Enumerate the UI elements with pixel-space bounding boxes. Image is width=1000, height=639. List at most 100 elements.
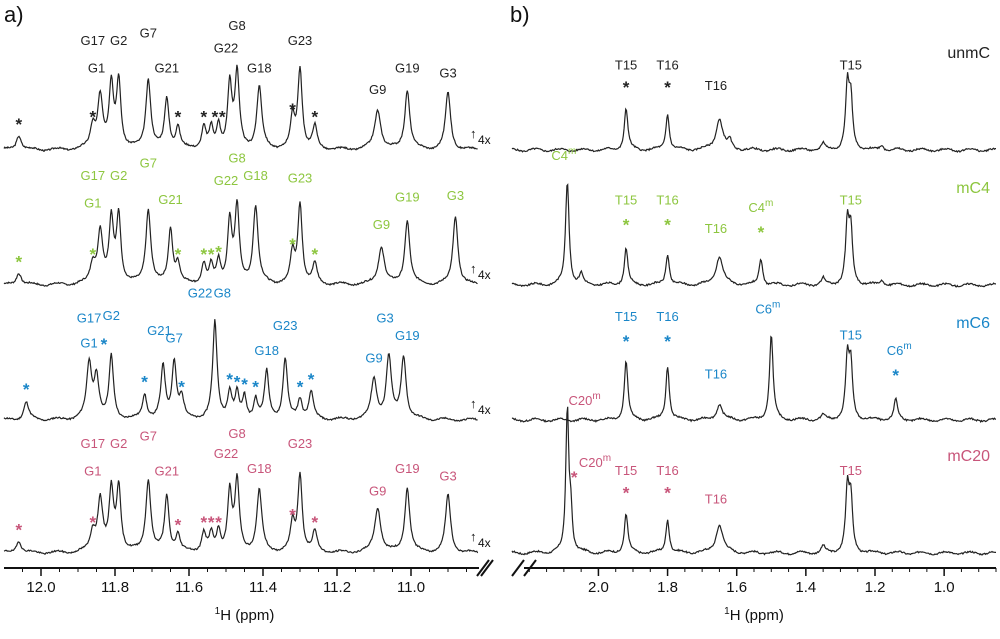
peak-label-sup: m <box>765 198 773 209</box>
peak-label: G7 <box>166 331 183 346</box>
star-marker: * <box>15 253 22 272</box>
star-marker: * <box>208 245 215 264</box>
star-marker: * <box>297 378 304 397</box>
star-marker: * <box>623 215 630 234</box>
axis-break-mark <box>480 559 494 577</box>
peak-label: G18 <box>254 343 279 358</box>
peak-label: G21 <box>155 61 180 76</box>
star-marker: * <box>101 335 108 354</box>
x-tick-label: 1.8 <box>657 579 678 596</box>
panel-b-spectra: T15 T16 T16 T15 * * unmC C4m T15 T16 T16 C4m T15 * * * m… <box>511 45 997 624</box>
star-marker: * <box>226 370 233 389</box>
star-marker: * <box>252 378 259 397</box>
peak-label: G3 <box>376 311 393 326</box>
peak-label: G19 <box>395 61 420 76</box>
scale-arrow-icon: ↑ <box>470 396 477 411</box>
peak-label: T15 <box>615 57 637 72</box>
peak-label: G21 <box>147 323 172 338</box>
star-marker: * <box>175 108 182 127</box>
peak-label: G8 <box>228 18 245 33</box>
peak-label: T16 <box>656 57 678 72</box>
star-marker: * <box>15 115 22 134</box>
peak-label: G1 <box>88 61 105 76</box>
peak-label-sup: m <box>603 453 611 464</box>
peak-label: G2 <box>103 308 120 323</box>
spectrum-trace-mC4 <box>511 183 996 288</box>
series-name-mC4: mC4 <box>956 180 990 197</box>
peak-label: G9 <box>369 82 386 97</box>
peak-label: C6m <box>887 341 912 358</box>
x-tick-label: 1.2 <box>865 579 886 596</box>
star-marker: * <box>89 108 96 127</box>
scale-arrow-icon: ↑ <box>470 126 477 141</box>
star-marker: * <box>758 223 765 242</box>
star-marker: * <box>289 506 296 525</box>
star-marker: * <box>219 108 226 127</box>
peak-label: G9 <box>369 484 386 499</box>
peak-label: C20m <box>568 391 600 408</box>
spectrum-trace-mC20 <box>3 471 479 555</box>
peak-label: G22 <box>188 286 213 301</box>
peak-label: G3 <box>439 66 456 81</box>
peak-label: T15 <box>615 463 637 478</box>
panel-a-letter: a) <box>4 2 24 27</box>
spectrum-trace-mC6 <box>3 319 478 422</box>
scale-note: 4x <box>478 403 491 417</box>
x-tick-label: 12.0 <box>26 579 55 596</box>
scale-arrow-icon: ↑ <box>470 529 477 544</box>
peak-label: T15 <box>840 463 862 478</box>
peak-label: G3 <box>447 188 464 203</box>
peak-label-sup: m <box>903 341 911 352</box>
star-marker: * <box>234 373 241 392</box>
peak-label: G21 <box>158 192 183 207</box>
spectrum-trace-unmC <box>511 72 996 153</box>
spectrum-trace-mC20 <box>511 406 996 556</box>
peak-label: G19 <box>395 461 420 476</box>
peak-label: C4m <box>748 198 773 215</box>
star-marker: * <box>289 235 296 254</box>
peak-label: G22 <box>214 173 239 188</box>
star-marker: * <box>200 245 207 264</box>
peak-label: G18 <box>247 61 272 76</box>
peak-label: G17 <box>81 436 106 451</box>
peak-label: G17 <box>77 311 102 326</box>
x-tick-label: 11.2 <box>323 579 351 596</box>
peak-label: G23 <box>288 171 313 186</box>
peak-label: G2 <box>110 168 127 183</box>
panel-b-letter: b) <box>510 2 530 27</box>
scale-note: 4x <box>478 536 491 550</box>
star-marker: * <box>89 513 96 532</box>
peak-label: G7 <box>140 429 157 444</box>
peak-label: T16 <box>705 78 727 93</box>
peak-label: G7 <box>140 156 157 171</box>
star-marker: * <box>623 78 630 97</box>
peak-label: G8 <box>214 286 231 301</box>
peak-label: G18 <box>243 168 268 183</box>
x-tick-label: 11.4 <box>249 579 277 596</box>
peak-label: G19 <box>395 328 420 343</box>
peak-label-sup: m <box>772 299 780 310</box>
peak-label: T15 <box>840 327 862 342</box>
star-marker: * <box>175 516 182 535</box>
star-marker: * <box>311 513 318 532</box>
star-marker: * <box>664 78 671 97</box>
spectrum-trace-mC4 <box>3 199 478 287</box>
peak-label: C20m <box>579 453 611 470</box>
star-marker: * <box>571 468 578 487</box>
star-marker: * <box>311 245 318 264</box>
star-marker: * <box>308 370 315 389</box>
peak-label: T15 <box>615 309 637 324</box>
peak-label: G22 <box>214 446 239 461</box>
peak-label: G8 <box>228 151 245 166</box>
star-marker: * <box>311 108 318 127</box>
peak-label: C4m <box>551 146 576 163</box>
peak-label: G18 <box>247 461 272 476</box>
star-marker: * <box>89 245 96 264</box>
peak-label: T16 <box>705 221 727 236</box>
peak-label: G23 <box>273 318 298 333</box>
peak-label: G9 <box>365 351 382 366</box>
x-tick-label: 1.6 <box>726 579 747 596</box>
peak-label: T16 <box>656 192 678 207</box>
